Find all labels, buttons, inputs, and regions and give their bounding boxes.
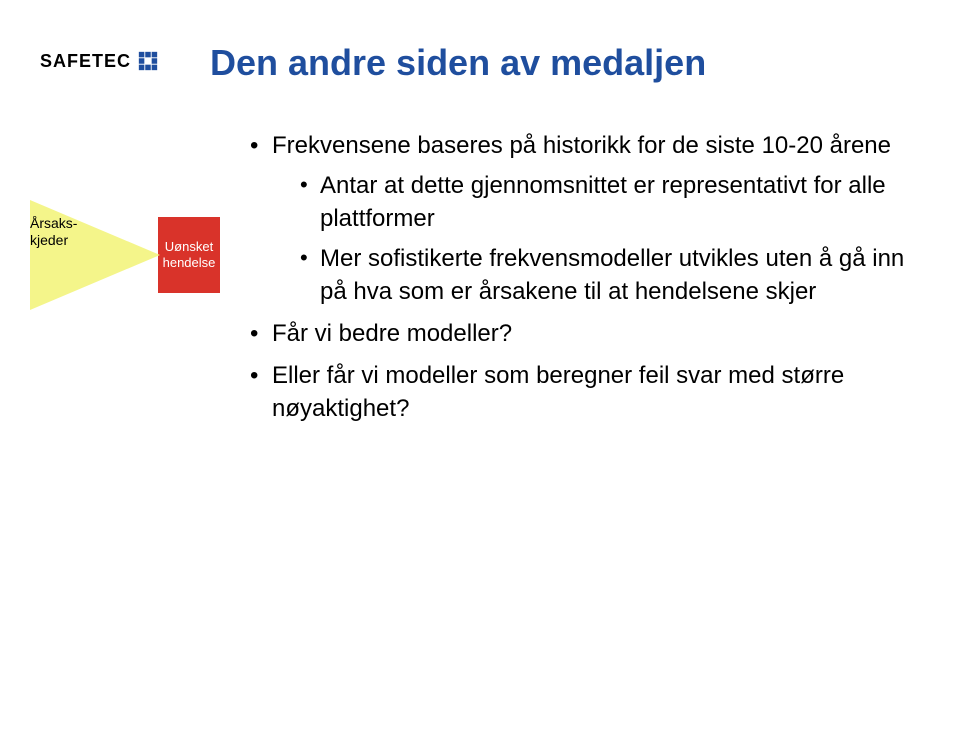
slide-title: Den andre siden av medaljen — [210, 42, 706, 84]
causes-triangle-label: Årsaks- kjeder — [30, 215, 77, 249]
bullet-list: Frekvensene baseres på historikk for de … — [250, 130, 920, 425]
sub-bullet-item: Antar at dette gjennomsnittet er represe… — [300, 170, 920, 235]
sub-bullet-list: Antar at dette gjennomsnittet er represe… — [300, 170, 920, 308]
safetec-logo: SAFETEC — [40, 50, 159, 72]
bullet-item: Eller får vi modeller som beregner feil … — [250, 360, 920, 425]
logo-text: SAFETEC — [40, 51, 131, 72]
triangle-label-line2: kjeder — [30, 232, 68, 248]
bullet-item: Får vi bedre modeller? — [250, 318, 920, 350]
triangle-label-line1: Årsaks- — [30, 215, 77, 231]
slide-body: Frekvensene baseres på historikk for de … — [250, 130, 920, 435]
bullet-text: Får vi bedre modeller? — [272, 320, 512, 347]
bullet-text: Eller får vi modeller som beregner feil … — [272, 362, 844, 421]
sub-bullet-text: Mer sofistikerte frekvensmodeller utvikl… — [320, 245, 904, 304]
event-line1: Uønsket — [165, 239, 213, 255]
bullet-item: Frekvensene baseres på historikk for de … — [250, 130, 920, 308]
logo-mark-icon — [137, 50, 159, 72]
bullet-text: Frekvensene baseres på historikk for de … — [272, 132, 891, 159]
sub-bullet-item: Mer sofistikerte frekvensmodeller utvikl… — [300, 243, 920, 308]
sub-bullet-text: Antar at dette gjennomsnittet er represe… — [320, 172, 886, 231]
unwanted-event-box: Uønsket hendelse — [158, 217, 220, 293]
event-line2: hendelse — [163, 255, 216, 271]
